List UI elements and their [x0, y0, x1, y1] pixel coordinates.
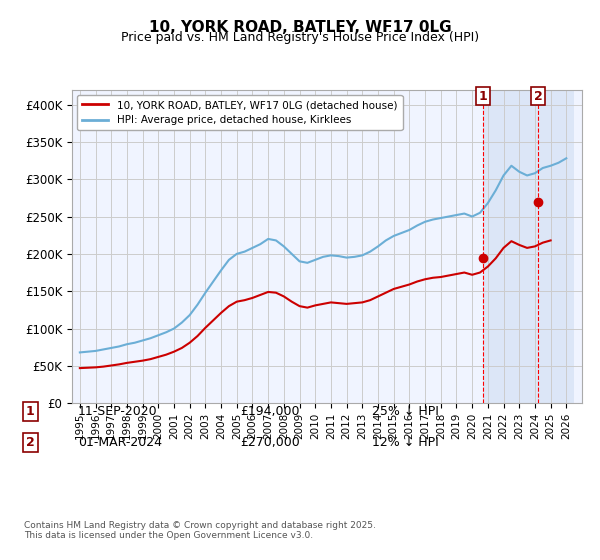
- Text: Price paid vs. HM Land Registry's House Price Index (HPI): Price paid vs. HM Land Registry's House …: [121, 31, 479, 44]
- Bar: [483, 90, 574, 403]
- Text: 01-MAR-2024: 01-MAR-2024: [78, 436, 162, 449]
- Text: £270,000: £270,000: [240, 436, 300, 449]
- Legend: 10, YORK ROAD, BATLEY, WF17 0LG (detached house), HPI: Average price, detached h: 10, YORK ROAD, BATLEY, WF17 0LG (detache…: [77, 95, 403, 130]
- Text: 2: 2: [533, 90, 542, 102]
- Text: 25% ↓ HPI: 25% ↓ HPI: [372, 405, 439, 418]
- Text: 2: 2: [26, 436, 34, 449]
- Text: £194,000: £194,000: [240, 405, 299, 418]
- Text: 10, YORK ROAD, BATLEY, WF17 0LG: 10, YORK ROAD, BATLEY, WF17 0LG: [149, 20, 451, 35]
- Text: Contains HM Land Registry data © Crown copyright and database right 2025.
This d: Contains HM Land Registry data © Crown c…: [24, 521, 376, 540]
- Text: 1: 1: [26, 405, 34, 418]
- Text: 1: 1: [479, 90, 488, 102]
- Text: 11-SEP-2020: 11-SEP-2020: [78, 405, 158, 418]
- Text: 12% ↓ HPI: 12% ↓ HPI: [372, 436, 439, 449]
